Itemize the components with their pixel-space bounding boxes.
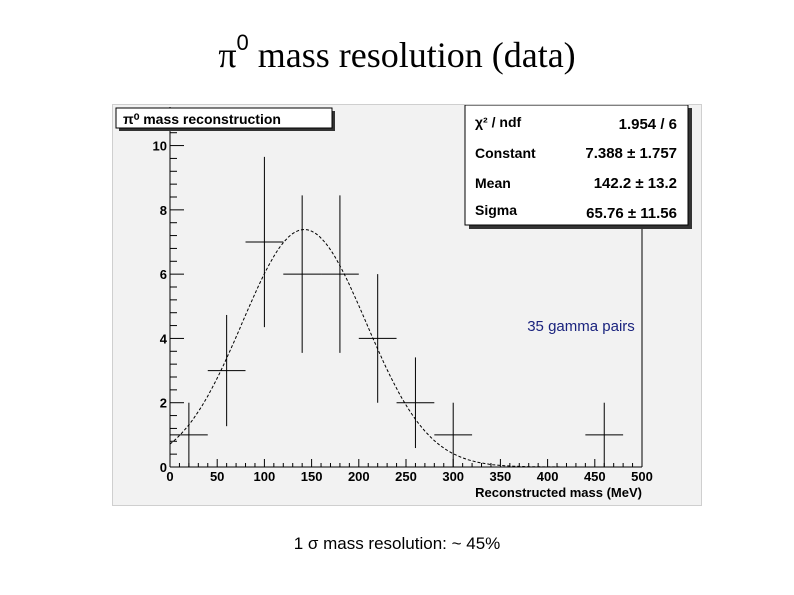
y-tick-label: 8 [160, 203, 167, 218]
histogram-point [321, 195, 359, 353]
title-superscript: 0 [236, 30, 249, 55]
y-tick-label: 2 [160, 396, 167, 411]
tick-group: 0 50 100 150 200 250 300 350 400 450 500 0 2 4 6 8 10 [153, 119, 653, 484]
y-tick-label: 0 [160, 460, 167, 475]
x-tick-label: 350 [490, 469, 512, 484]
x-tick-label: 150 [301, 469, 323, 484]
resolution-footnote: 1 σ mass resolution: ~ 45% [293, 534, 501, 553]
stats-label-constant: Constant [475, 145, 536, 161]
histogram-point [207, 314, 246, 427]
data-group [170, 156, 624, 467]
y-tick-label: 6 [160, 267, 167, 282]
stats-value-chi2: 1.954 / 6 [619, 116, 677, 133]
slide-title: π0 mass resolution (data) [0, 30, 794, 76]
x-tick-label: 0 [166, 469, 173, 484]
x-tick-label: 400 [537, 469, 559, 484]
stats-value-mean: 142.2 ± 13.2 [594, 175, 677, 192]
chart-canvas: 0 50 100 150 200 250 300 350 400 450 500 0 2 4 6 8 10 Re… [112, 104, 702, 506]
x-tick-label: 450 [584, 469, 606, 484]
histogram-point [585, 402, 624, 467]
histogram-point [245, 156, 284, 328]
stats-value-sigma: 65.76 ± 11.56 [586, 205, 677, 222]
title-box [115, 107, 333, 129]
y-tick-label: 4 [160, 331, 168, 346]
annotation-gamma-pairs: 35 gamma pairs [527, 318, 635, 335]
title-text: mass resolution (data) [257, 35, 576, 75]
histogram-point [283, 195, 322, 353]
x-tick-label: 200 [348, 469, 370, 484]
x-axis-label: Reconstructed mass (MeV) [475, 485, 642, 500]
histogram-plot: 0 50 100 150 200 250 300 350 400 450 500 0 2 4 6 8 10 Re… [115, 105, 699, 500]
histogram-point [170, 402, 208, 467]
x-tick-label: 100 [254, 469, 276, 484]
x-tick-label: 250 [395, 469, 417, 484]
histogram-title: π⁰ mass reconstruction [123, 111, 281, 127]
y-tick-label: 10 [153, 139, 167, 154]
x-tick-label: 50 [210, 469, 224, 484]
x-tick-label: 300 [442, 469, 464, 484]
histogram-point [358, 274, 397, 403]
stats-label-mean: Mean [475, 175, 511, 191]
stats-label-chi2: χ² / ndf [475, 114, 521, 130]
histogram-point [434, 402, 473, 467]
stats-box [464, 105, 689, 226]
stats-value-constant: 7.388 ± 1.757 [585, 145, 677, 162]
histogram-point [396, 357, 435, 449]
x-tick-label: 500 [631, 469, 653, 484]
stats-label-sigma: Sigma [475, 202, 517, 218]
title-symbol: π [218, 35, 237, 75]
